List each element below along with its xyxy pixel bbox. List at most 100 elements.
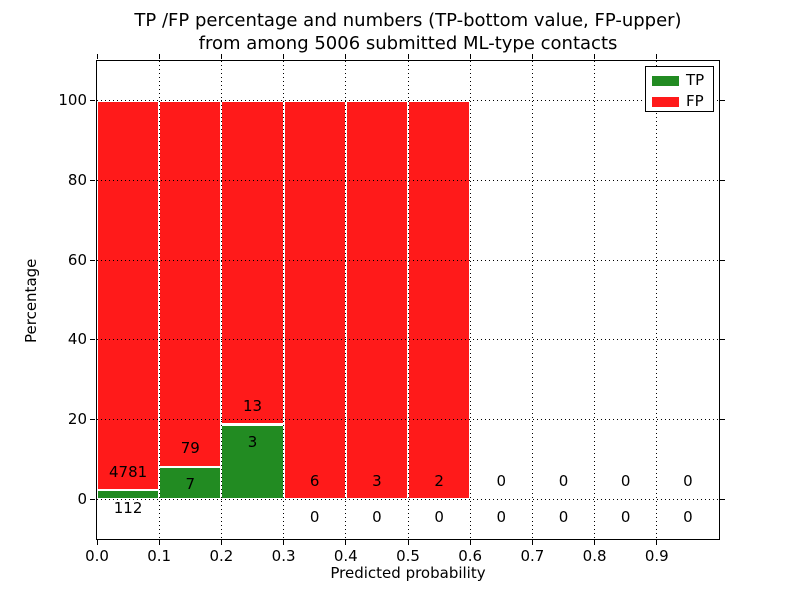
tp-count-label: 0	[620, 507, 631, 526]
x-tick-bottom	[345, 540, 347, 545]
y-tick-right	[720, 419, 725, 420]
x-tick-label: 0.5	[396, 547, 420, 565]
tp-legend-label: TP	[686, 71, 705, 89]
gridline-horizontal	[97, 100, 719, 102]
gridline-horizontal	[97, 259, 719, 261]
x-tick-label: 0.2	[209, 547, 234, 565]
x-tick-bottom	[220, 540, 222, 545]
bar-fp	[221, 100, 284, 425]
legend-item-tp: TP	[646, 70, 713, 91]
x-tick-top	[407, 54, 409, 59]
fp-count-label: 3	[372, 471, 382, 490]
tp-count-label: 3	[247, 432, 258, 451]
x-tick-bottom	[96, 540, 98, 545]
gridline-horizontal	[97, 498, 719, 500]
y-tick-right	[720, 339, 725, 341]
y-tick-right	[720, 180, 725, 181]
chart-title-line1: TP /FP percentage and numbers (TP-bottom…	[134, 10, 682, 31]
x-tick-top	[158, 54, 160, 59]
tp-count-label: 0	[558, 507, 569, 526]
gridline-vertical	[469, 61, 471, 539]
y-tick-left	[90, 498, 95, 500]
tp-count-label: 0	[434, 507, 444, 526]
x-tick-top	[656, 54, 658, 59]
y-tick-right	[720, 100, 725, 102]
x-tick-bottom	[469, 540, 471, 545]
x-tick-top	[283, 54, 285, 59]
tp-count-label: 0	[309, 507, 320, 526]
x-tick-top	[469, 54, 471, 59]
bar-tp	[221, 424, 284, 500]
y-tick-left	[90, 180, 95, 181]
bar-tp	[159, 466, 222, 500]
fp-count-label: 4781	[109, 462, 148, 481]
x-tick-bottom	[158, 540, 160, 545]
x-tick-bottom	[531, 540, 533, 545]
x-tick-label: 0.0	[85, 547, 109, 565]
y-tick-left	[90, 419, 95, 420]
x-tick-label: 0.8	[582, 547, 607, 565]
y-tick-label: 0	[77, 489, 87, 508]
fp-count-label: 2	[434, 471, 444, 490]
fp-count-label: 0	[558, 471, 569, 490]
x-tick-top	[531, 54, 533, 59]
fp-count-label: 0	[620, 471, 631, 490]
chart-title-line2: from among 5006 submitted ML-type contac…	[198, 33, 618, 54]
tp-count-label: 112	[113, 498, 143, 517]
x-tick-top	[220, 54, 222, 59]
y-tick-left	[90, 339, 95, 341]
gridline-vertical	[594, 61, 596, 539]
x-tick-bottom	[283, 540, 285, 545]
bar-fp	[283, 100, 346, 500]
gridline-horizontal	[97, 339, 719, 341]
x-tick-label: 0.3	[271, 547, 296, 565]
y-tick-left	[90, 100, 95, 102]
y-tick-label: 20	[67, 410, 87, 428]
y-tick-label: 40	[67, 330, 87, 349]
y-axis-label: Percentage	[22, 258, 40, 344]
tp-count-label: 7	[185, 475, 196, 494]
fp-count-label: 0	[496, 471, 507, 490]
bar-tp	[97, 490, 160, 500]
x-tick-top	[594, 54, 596, 59]
x-axis-label: Predicted probability	[330, 564, 486, 582]
tp-count-label: 0	[683, 507, 693, 526]
gridline-vertical	[283, 61, 285, 539]
bar-fp	[345, 100, 408, 500]
plot-area: 4781 112 79 7 13 3 6 0 3 0 2 0 0 0 0 0 0 0 0 0 0.0 0.1 0.2 0.3 0…	[58, 54, 725, 565]
chart-title: TP /FP percentage and numbers (TP-bottom…	[88, 9, 728, 55]
fp-count-label: 79	[180, 439, 200, 458]
gridline-vertical	[220, 61, 222, 539]
x-tick-label: 0.7	[520, 547, 545, 565]
x-tick-label: 0.1	[147, 547, 172, 565]
x-tick-label: 0.9	[644, 547, 669, 565]
x-tick-top	[96, 54, 98, 59]
fp-legend-label: FP	[686, 92, 704, 110]
x-tick-bottom	[594, 540, 596, 545]
gridline-horizontal	[97, 180, 719, 181]
fp-legend-swatch	[652, 96, 679, 107]
bar-fp	[408, 100, 471, 500]
y-tick-label: 80	[67, 171, 87, 189]
bar-fp	[97, 100, 160, 490]
x-tick-bottom	[407, 540, 409, 545]
x-tick-label: 0.6	[458, 547, 483, 565]
gridline-vertical	[158, 61, 160, 539]
tp-legend-swatch	[652, 75, 679, 86]
gridline-vertical	[656, 61, 658, 539]
fp-count-label: 0	[683, 471, 693, 490]
bar-fp	[159, 100, 222, 467]
x-tick-top	[345, 54, 347, 59]
gridline-vertical	[345, 61, 347, 539]
fp-count-label: 6	[309, 471, 320, 490]
y-tick-right	[720, 498, 725, 500]
fp-count-label: 13	[242, 397, 263, 416]
gridline-horizontal	[97, 419, 719, 420]
legend: TP FP	[645, 66, 714, 112]
tp-count-label: 0	[372, 507, 382, 526]
x-tick-bottom	[656, 540, 658, 545]
y-tick-right	[720, 259, 725, 261]
y-tick-label: 60	[67, 250, 87, 269]
gridline-vertical	[531, 61, 533, 539]
